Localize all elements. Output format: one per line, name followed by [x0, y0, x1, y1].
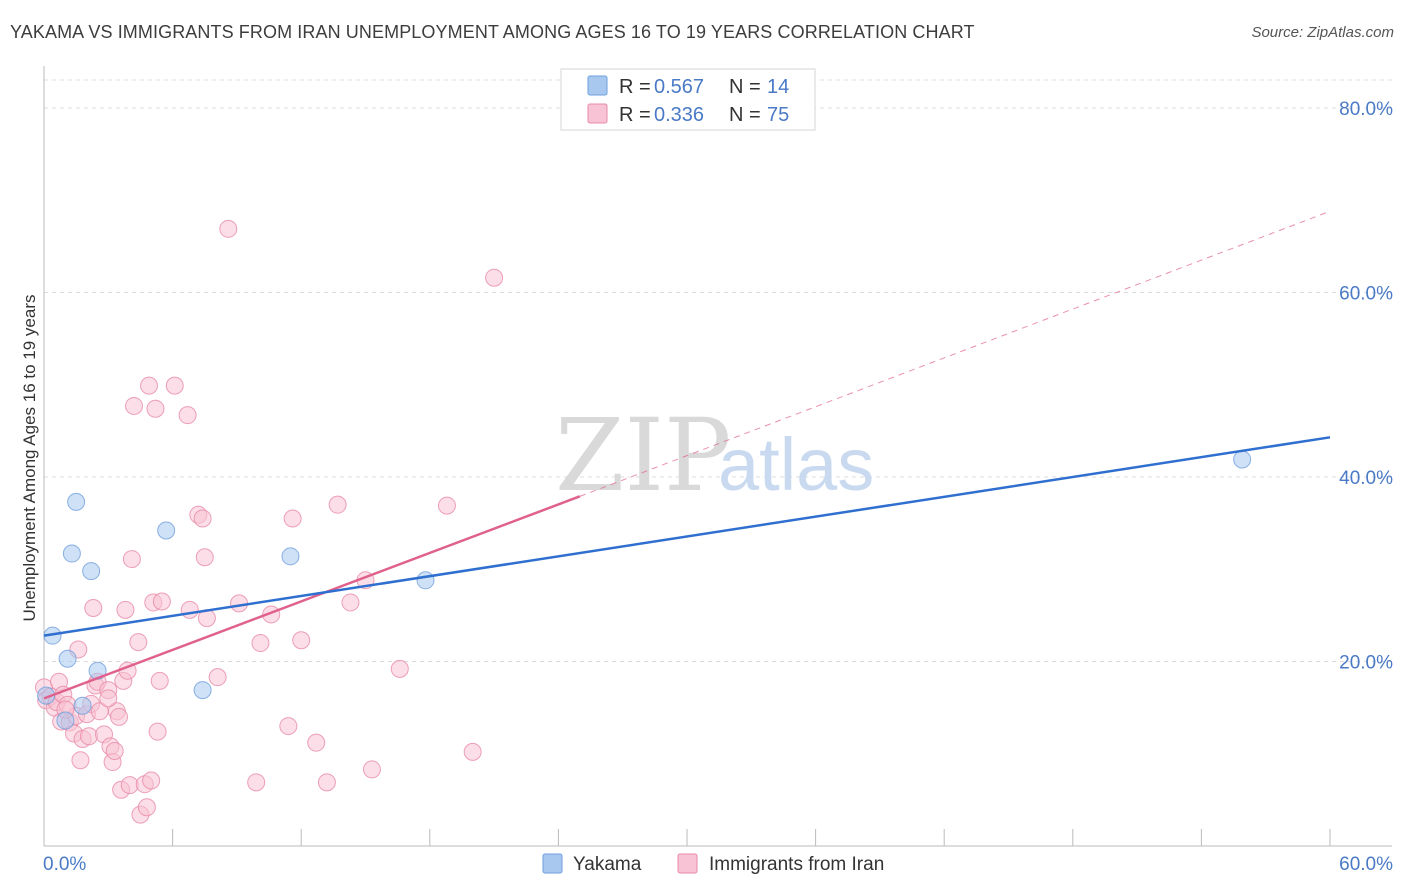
iran-point-62 — [292, 631, 311, 650]
x-tick-labels: 0.0% 60.0% — [43, 854, 1393, 875]
yakama-point-6 — [82, 562, 101, 581]
iran-point-48 — [178, 406, 197, 425]
bottom-legend-swatch-iran — [677, 853, 698, 874]
iran-point-33 — [120, 776, 139, 795]
iran-point-64 — [317, 773, 336, 792]
yakama-point-3 — [58, 649, 77, 668]
iran-point-65 — [328, 495, 347, 514]
iran-point-46 — [152, 592, 171, 611]
y-tick-label-2: 60.0% — [1339, 283, 1393, 304]
iran-point-34 — [122, 550, 141, 569]
watermark-zip: ZIP — [555, 397, 731, 514]
iran-point-28 — [110, 707, 129, 726]
y-axis-label: Unemployment Among Ages 16 to 19 years — [20, 295, 39, 622]
iran-point-72 — [485, 268, 504, 287]
iran-point-40 — [140, 376, 159, 395]
legend-swatch-yakama — [587, 75, 608, 96]
legend-r-value-2: 0.336 — [654, 104, 704, 126]
iran-point-55 — [219, 219, 238, 238]
trend-lines — [43, 210, 1331, 700]
iran-point-57 — [247, 773, 266, 792]
iran-trend-line — [43, 495, 581, 700]
yakama-point-8 — [73, 696, 92, 715]
iran-point-60 — [279, 717, 298, 736]
yakama-trend-line — [43, 436, 1331, 637]
yakama-point-2 — [56, 711, 75, 730]
yakama-point-4 — [62, 544, 81, 563]
data-points — [35, 219, 1252, 824]
iran-point-58 — [251, 634, 270, 653]
yakama-point-9 — [157, 521, 176, 540]
correlation-legend: R = 0.567 N = 14 R = 0.336 N = 75 — [560, 68, 816, 131]
x-tick-label-0: 0.0% — [43, 854, 86, 875]
iran-point-47 — [165, 376, 184, 395]
legend-n-value-2: 75 — [767, 104, 789, 126]
x-tick-label-1: 60.0% — [1339, 854, 1393, 875]
iran-point-39 — [137, 798, 156, 817]
grid — [44, 79, 1392, 662]
yakama-point-10 — [193, 681, 212, 700]
iran-point-36 — [129, 633, 148, 652]
legend-r-label-2: R = — [619, 104, 651, 126]
iran-point-16 — [80, 727, 99, 746]
series-legend: Yakama Immigrants from Iran — [542, 853, 884, 875]
iran-point-52 — [195, 548, 214, 567]
iran-point-51 — [193, 509, 212, 528]
iran-point-41 — [142, 771, 161, 790]
iran-point-35 — [125, 396, 144, 415]
yakama-point-11 — [281, 547, 300, 566]
bottom-legend-swatch-yakama — [542, 853, 563, 874]
y-tick-labels: 20.0% 40.0% 60.0% 80.0% — [1339, 99, 1393, 674]
iran-point-44 — [148, 722, 167, 741]
legend-n-value-1: 14 — [767, 76, 789, 98]
iran-point-54 — [208, 668, 227, 687]
chart-source: Source: ZipAtlas.com — [1251, 24, 1394, 41]
chart-title: YAKAMA VS IMMIGRANTS FROM IRAN UNEMPLOYM… — [10, 22, 975, 42]
watermark: ZIP atlas — [555, 397, 874, 514]
iran-point-63 — [307, 733, 326, 752]
watermark-atlas: atlas — [718, 423, 874, 506]
y-tick-label-3: 80.0% — [1339, 99, 1393, 120]
iran-point-45 — [150, 671, 169, 690]
legend-r-value-1: 0.567 — [654, 76, 704, 98]
yakama-point-13 — [1233, 450, 1252, 469]
iran-point-56 — [230, 594, 249, 613]
axes — [43, 66, 1392, 847]
legend-n-label-1: N = — [729, 76, 761, 98]
y-tick-label-1: 40.0% — [1339, 468, 1393, 489]
iran-point-18 — [84, 598, 103, 617]
iran-point-70 — [437, 496, 456, 515]
y-tick-label-0: 20.0% — [1339, 652, 1393, 673]
iran-point-61 — [283, 509, 302, 528]
iran-point-68 — [362, 760, 381, 779]
legend-n-label-2: N = — [729, 104, 761, 126]
iran-trend-extension — [579, 210, 1331, 497]
iran-point-71 — [463, 742, 482, 761]
iran-point-13 — [71, 751, 90, 770]
yakama-point-5 — [67, 492, 86, 511]
yakama-point-12 — [416, 571, 435, 590]
iran-point-43 — [146, 399, 165, 418]
legend-r-label-1: R = — [619, 76, 651, 98]
iran-point-69 — [390, 659, 409, 678]
iran-point-66 — [341, 593, 360, 612]
legend-swatch-iran — [587, 103, 608, 124]
iran-point-26 — [105, 741, 124, 760]
iran-point-74 — [99, 689, 118, 708]
iran-point-31 — [116, 600, 135, 619]
bottom-legend-label-yakama: Yakama — [573, 854, 642, 875]
bottom-legend-label-iran: Immigrants from Iran — [709, 854, 884, 875]
iran-point-49 — [180, 600, 199, 619]
